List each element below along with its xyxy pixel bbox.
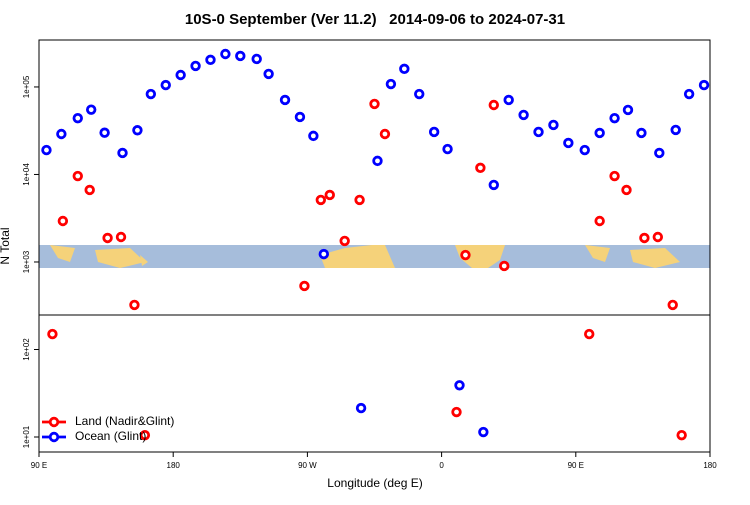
- data-point: [414, 88, 425, 100]
- data-point: [488, 99, 499, 111]
- data-point: [667, 299, 678, 311]
- data-point: [548, 119, 559, 131]
- data-point: [129, 299, 140, 311]
- x-tick-label: 180: [167, 461, 181, 470]
- data-point: [428, 126, 440, 138]
- y-axis-label: N Total: [0, 227, 12, 264]
- data-point: [57, 215, 69, 227]
- data-point: [594, 215, 605, 227]
- data-point: [220, 48, 231, 60]
- data-point: [609, 112, 620, 124]
- data-point: [379, 128, 391, 140]
- data-point: [579, 144, 590, 156]
- x-tick-label: 90 E: [568, 461, 584, 470]
- data-point: [622, 104, 634, 116]
- data-point: [85, 104, 97, 115]
- data-point: [460, 249, 471, 261]
- data-point: [451, 406, 462, 418]
- data-point: [315, 194, 327, 206]
- data-point: [324, 189, 335, 201]
- data-point: [145, 88, 157, 100]
- data-point: [442, 143, 453, 155]
- y-tick-label: 1e+05: [22, 75, 31, 98]
- data-point: [533, 126, 544, 138]
- chart-title: 10S-0 September (Ver 11.2) 2014-09-06 to…: [185, 11, 565, 28]
- data-point: [251, 53, 262, 65]
- legend-label: Ocean (Glint): [75, 429, 146, 443]
- data-point: [499, 260, 510, 272]
- data-point: [308, 130, 319, 142]
- data-point: [117, 147, 128, 159]
- data-point: [102, 232, 113, 244]
- data-point: [636, 127, 647, 139]
- data-point: [354, 194, 365, 206]
- land-shape: [585, 245, 680, 268]
- data-point: [355, 402, 367, 414]
- data-point: [56, 128, 67, 140]
- data-point: [609, 170, 620, 182]
- land-shape: [320, 245, 395, 268]
- data-point: [518, 109, 529, 121]
- x-tick-label: 90 E: [31, 461, 47, 470]
- data-point: [563, 137, 574, 149]
- data-point: [670, 124, 681, 136]
- data-point: [47, 328, 58, 340]
- data-point: [652, 231, 664, 243]
- data-point: [99, 127, 110, 138]
- data-point: [399, 63, 410, 75]
- data-point: [478, 426, 489, 438]
- data-point: [132, 125, 143, 136]
- data-point: [584, 328, 595, 340]
- x-tick-label: 180: [703, 461, 717, 470]
- data-point: [372, 155, 383, 167]
- data-point: [72, 112, 83, 124]
- data-point: [299, 280, 310, 292]
- data-point: [139, 429, 151, 441]
- data-point: [205, 54, 216, 66]
- data-point: [84, 184, 95, 196]
- x-axis-label: Longitude (deg E): [327, 476, 422, 490]
- legend-marker: [48, 416, 60, 428]
- data-point: [654, 147, 665, 159]
- legend-marker: [48, 431, 60, 443]
- data-point: [279, 94, 291, 106]
- data-point: [594, 127, 605, 139]
- data-point: [41, 144, 52, 156]
- land-shape: [50, 245, 148, 268]
- data-point: [454, 380, 465, 391]
- data-point: [160, 79, 171, 91]
- data-point: [318, 248, 330, 260]
- y-tick-label: 1e+01: [22, 425, 31, 448]
- x-tick-label: 0: [439, 461, 444, 470]
- data-point: [683, 88, 695, 100]
- data-point: [639, 232, 650, 244]
- data-point: [294, 111, 306, 123]
- data-point: [72, 170, 83, 182]
- legend-label: Land (Nadir&Glint): [75, 414, 174, 428]
- data-point: [369, 98, 380, 110]
- data-point: [621, 184, 632, 196]
- data-point: [503, 94, 514, 106]
- map-strip: [39, 245, 710, 268]
- data-point: [385, 78, 397, 90]
- x-tick-label: 90 W: [298, 461, 317, 470]
- data-point: [235, 50, 246, 62]
- data-point: [339, 235, 350, 247]
- data-point: [676, 429, 687, 441]
- data-point: [115, 231, 127, 243]
- data-point: [190, 60, 201, 72]
- data-point: [698, 79, 710, 91]
- plot-frame: [38, 39, 711, 453]
- data-point: [488, 179, 499, 191]
- data-point: [475, 162, 486, 174]
- data-point: [263, 68, 274, 80]
- data-point: [175, 69, 186, 81]
- y-tick-label: 1e+02: [22, 338, 31, 361]
- y-tick-label: 1e+03: [22, 250, 31, 273]
- y-tick-label: 1e+04: [22, 163, 31, 186]
